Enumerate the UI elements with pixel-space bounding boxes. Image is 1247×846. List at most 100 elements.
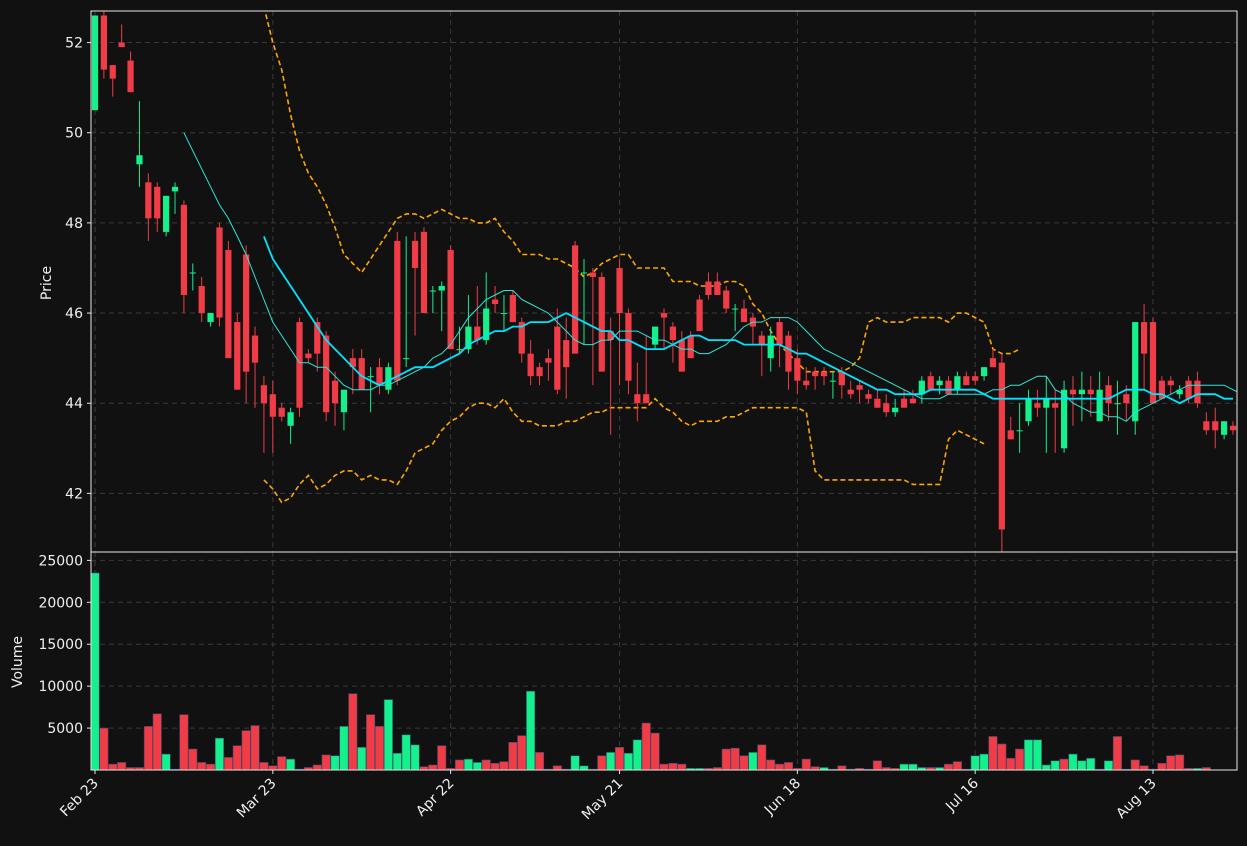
price-y-axis: 42 44 46 48 50 52 (65, 36, 91, 502)
bollinger-upper-line (264, 11, 1020, 373)
candle-body (180, 204, 188, 296)
volume-bar (117, 762, 127, 771)
candle-body (1007, 430, 1014, 440)
candle-body (998, 362, 1005, 530)
bollinger-lower-line (263, 397, 985, 504)
candle-body (509, 295, 516, 323)
volume-bar (143, 726, 153, 771)
candle-body (136, 155, 143, 165)
candle-body (1016, 430, 1023, 432)
candle-body (1060, 389, 1068, 449)
bollinger-bands (263, 11, 1020, 504)
volume-bar (535, 752, 545, 771)
volume-bar (268, 765, 278, 771)
volume-bar (837, 765, 847, 771)
volume-bar (410, 744, 420, 771)
volume-bar (650, 732, 660, 771)
volume-bar (970, 755, 980, 771)
volume-bar (730, 747, 740, 771)
candle-body (1052, 403, 1059, 408)
candle-body (1114, 403, 1121, 405)
candle-body (1096, 389, 1103, 422)
volume-bar (632, 739, 642, 771)
candle-body (225, 249, 232, 359)
volume-bar (312, 764, 322, 771)
volume-bar (1015, 748, 1025, 771)
candle-body (936, 380, 943, 386)
volume-bar (454, 759, 465, 771)
candle-body (669, 326, 677, 341)
candle-body (109, 65, 116, 79)
candle-body (323, 335, 330, 413)
candle-body (269, 394, 276, 417)
volume-bar (757, 744, 767, 771)
candle-body (634, 394, 641, 404)
volume-bar (899, 763, 909, 771)
candle-body (1132, 322, 1139, 422)
candle-body (1220, 421, 1228, 435)
volume-tick-label: 25000 (38, 553, 83, 569)
candle-body (1025, 398, 1032, 422)
candle-body (803, 380, 810, 386)
candle-body (723, 290, 730, 309)
volume-bar (801, 758, 811, 771)
volume-bar (623, 752, 633, 771)
candle-body (367, 376, 374, 378)
date-tick-label: Feb 23 (57, 776, 102, 821)
candle-body (127, 60, 134, 93)
candle-body (260, 385, 268, 404)
candle-body (732, 308, 739, 310)
volume-bar (775, 763, 785, 771)
date-x-axis: Feb 23 Mar 23 Apr 22 May 21 Jun 18 Jul 16 Aug … (57, 770, 1160, 823)
volume-bar (1006, 757, 1016, 771)
price-tick-label: 50 (65, 126, 83, 142)
candle-body (1043, 398, 1050, 408)
volume-bar (214, 737, 224, 771)
candle-body (785, 335, 792, 372)
candle-body (865, 394, 872, 399)
candle-body (438, 286, 445, 291)
volume-bar (259, 762, 269, 771)
volume-bar (463, 758, 473, 771)
price-tick-label: 48 (65, 216, 83, 232)
candle-body (598, 276, 605, 372)
candle-body (580, 272, 588, 274)
volume-bar (321, 754, 331, 771)
candle-body (154, 186, 161, 219)
volume-bar (1139, 765, 1149, 771)
candle-body (714, 281, 721, 296)
volume-bar (721, 748, 731, 771)
volume-bar (1023, 739, 1034, 771)
volume-tick-label: 5000 (47, 721, 83, 737)
volume-tick-label: 15000 (38, 637, 83, 653)
volume-axis-label: Volume (10, 636, 26, 688)
candle-body (411, 240, 419, 268)
volume-bar (988, 736, 998, 771)
volume-bar (1059, 758, 1069, 771)
candle-body (660, 313, 668, 318)
moving-averages (183, 132, 1237, 422)
candle-body (900, 398, 908, 408)
candle-body (607, 331, 614, 341)
candle-body (678, 340, 685, 372)
candle-body (1069, 389, 1077, 395)
candle-body (296, 322, 303, 408)
candle-body (331, 380, 339, 404)
volume-bars (90, 572, 1211, 771)
candle-body (651, 326, 659, 345)
volume-tick-label: 20000 (38, 595, 83, 611)
candle-body (909, 398, 917, 404)
candle-body (420, 231, 428, 314)
candle-body (1034, 403, 1041, 408)
volume-bar (641, 722, 651, 771)
volume-bar (1068, 753, 1078, 771)
volume-tick-label: 10000 (38, 679, 83, 695)
volume-bar (748, 752, 758, 771)
volume-bar (739, 755, 749, 771)
candle-body (571, 245, 579, 354)
candle-body (812, 371, 819, 377)
volume-bar (677, 763, 687, 771)
candle-body (545, 358, 552, 363)
candle-body (340, 389, 348, 413)
